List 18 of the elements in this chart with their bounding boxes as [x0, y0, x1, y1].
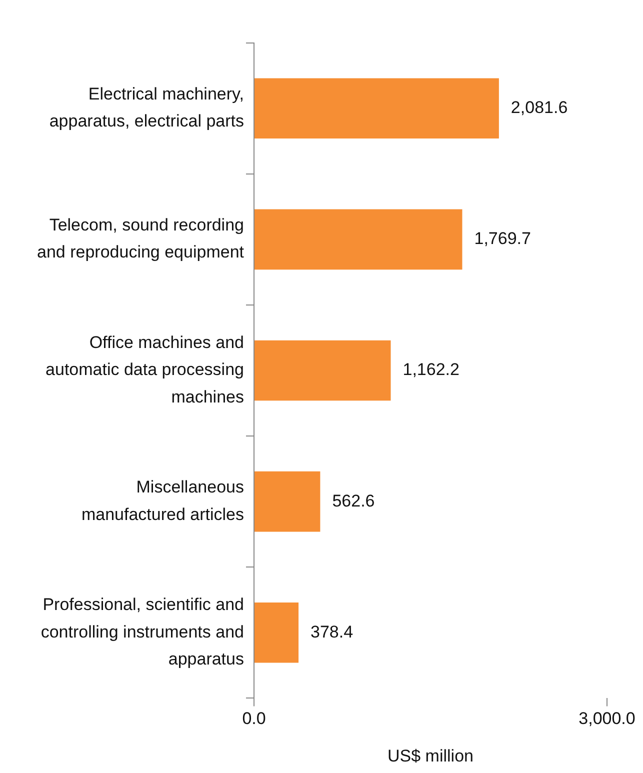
bar	[254, 209, 462, 270]
data-label: 562.6	[332, 491, 375, 510]
data-label: 378.4	[310, 622, 354, 642]
data-label: 1,162.2	[402, 360, 460, 380]
y-tick-label: Professional, scientific and controlling instruments and apparatus	[40, 595, 244, 669]
y-tick-label: Office machines and automatic data processing machines	[46, 332, 244, 406]
y-tick-label: Electrical machinery, apparatus, electrical parts	[49, 84, 244, 131]
x-axis-title: US$ million	[388, 746, 474, 766]
data-label: 2,081.6	[510, 98, 568, 118]
x-tick-label: 0.0	[242, 709, 266, 728]
data-label: 1,769.7	[474, 229, 531, 248]
y-tick-label: Miscellaneous manufactured articles	[81, 478, 244, 524]
y-tick-label: Telecom, sound recording and reproducing equipment	[37, 216, 244, 262]
bar	[254, 471, 320, 532]
bar	[254, 602, 299, 663]
bar	[254, 78, 499, 138]
bar	[254, 340, 391, 401]
x-tick-label: 3,000.0	[578, 709, 636, 728]
